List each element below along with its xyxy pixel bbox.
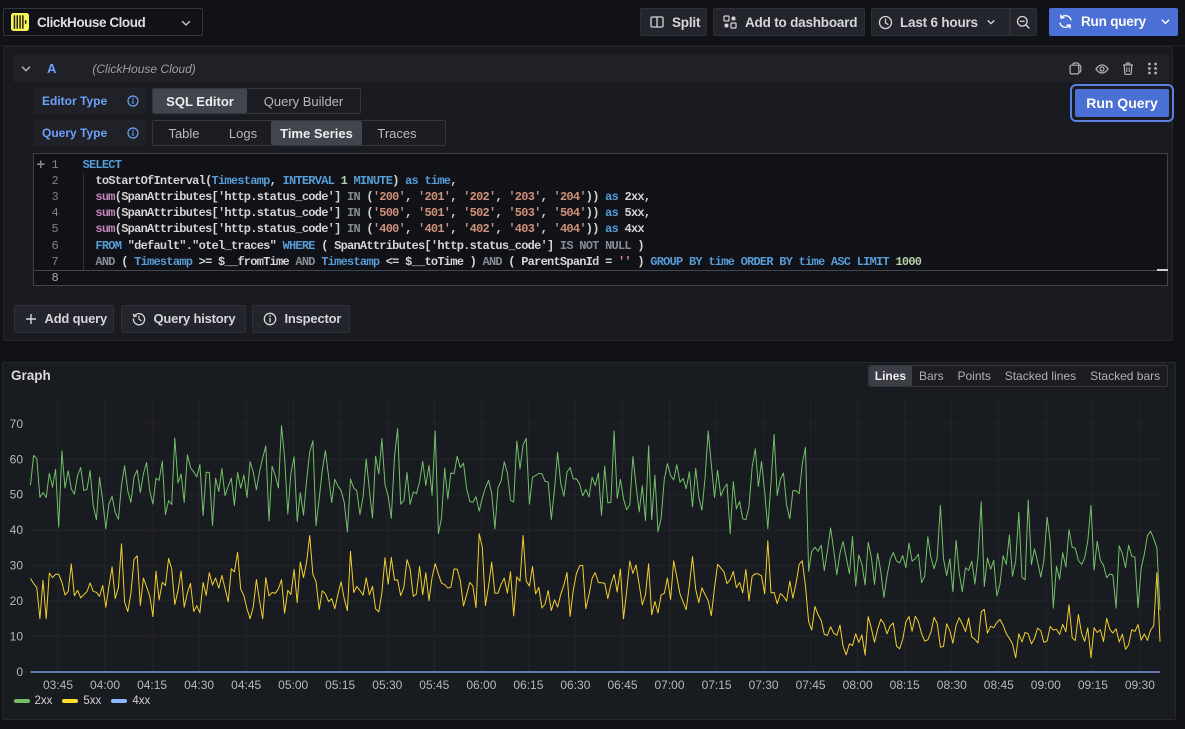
svg-text:07:30: 07:30 xyxy=(749,678,779,692)
svg-text:06:00: 06:00 xyxy=(466,678,496,692)
svg-text:04:30: 04:30 xyxy=(184,678,214,692)
svg-text:08:45: 08:45 xyxy=(984,678,1014,692)
svg-text:05:15: 05:15 xyxy=(325,678,355,692)
svg-text:30: 30 xyxy=(10,559,24,573)
svg-text:06:30: 06:30 xyxy=(560,678,590,692)
svg-text:0: 0 xyxy=(16,665,23,679)
svg-text:70: 70 xyxy=(10,417,24,431)
svg-text:40: 40 xyxy=(10,523,24,537)
svg-text:07:00: 07:00 xyxy=(654,678,684,692)
svg-text:06:45: 06:45 xyxy=(607,678,637,692)
svg-text:60: 60 xyxy=(10,452,24,466)
svg-text:09:15: 09:15 xyxy=(1078,678,1108,692)
svg-text:07:45: 07:45 xyxy=(796,678,826,692)
svg-text:08:30: 08:30 xyxy=(937,678,967,692)
svg-text:06:15: 06:15 xyxy=(513,678,543,692)
svg-text:07:15: 07:15 xyxy=(702,678,732,692)
svg-text:50: 50 xyxy=(10,488,24,502)
svg-text:09:00: 09:00 xyxy=(1031,678,1061,692)
svg-text:04:00: 04:00 xyxy=(90,678,120,692)
svg-text:04:45: 04:45 xyxy=(231,678,261,692)
svg-text:05:30: 05:30 xyxy=(372,678,402,692)
svg-text:05:45: 05:45 xyxy=(419,678,449,692)
svg-text:04:15: 04:15 xyxy=(137,678,167,692)
svg-text:03:45: 03:45 xyxy=(43,678,73,692)
svg-text:08:00: 08:00 xyxy=(843,678,873,692)
svg-text:20: 20 xyxy=(10,594,24,608)
svg-text:10: 10 xyxy=(10,630,24,644)
svg-text:05:00: 05:00 xyxy=(278,678,308,692)
svg-text:08:15: 08:15 xyxy=(890,678,920,692)
svg-text:09:30: 09:30 xyxy=(1125,678,1155,692)
